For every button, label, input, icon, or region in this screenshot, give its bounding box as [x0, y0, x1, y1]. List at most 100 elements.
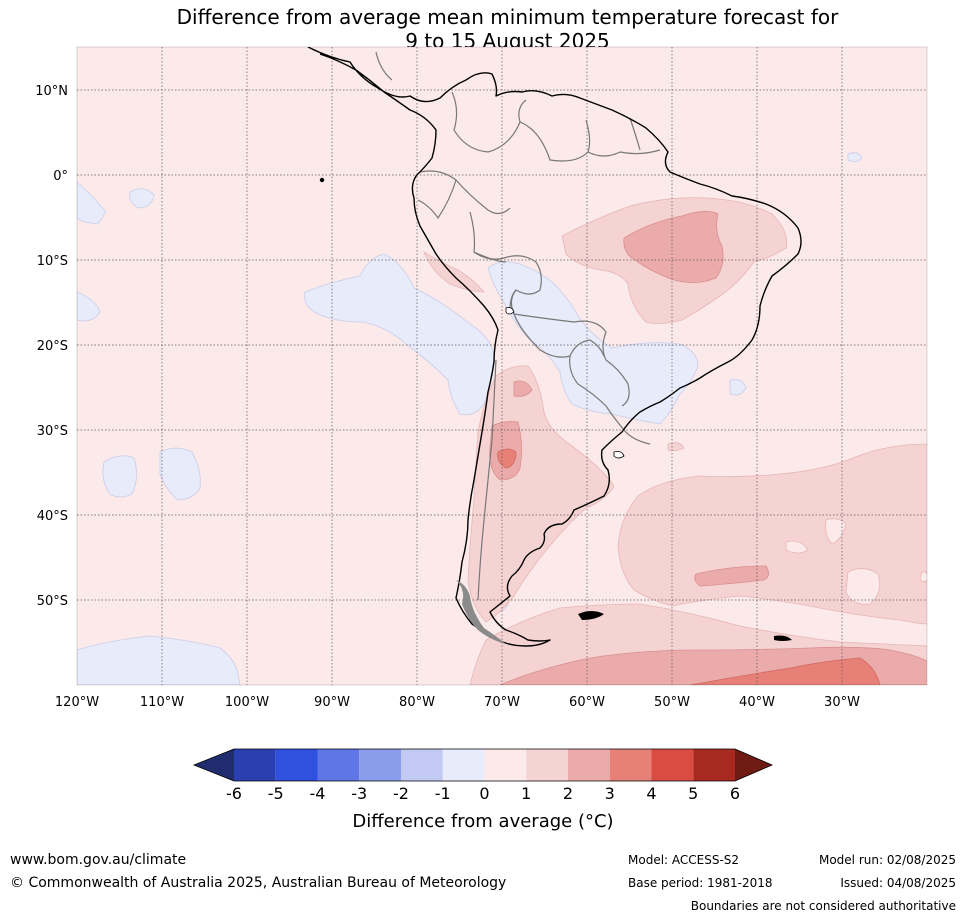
colorbar-segment — [651, 749, 694, 781]
anomaly-area — [129, 188, 155, 209]
anomaly-area — [513, 380, 533, 397]
anomaly-area — [919, 571, 927, 582]
border-line — [569, 355, 651, 445]
colorbar-segment — [275, 749, 318, 781]
border-line — [451, 91, 489, 153]
border-line — [419, 170, 511, 215]
lat-label: 10°N — [35, 84, 68, 99]
anomaly-area — [423, 251, 485, 293]
colorbar-tick: 6 — [730, 784, 740, 803]
map-frame — [76, 46, 928, 686]
anomaly-area — [304, 253, 495, 416]
colorbar-segment — [609, 749, 652, 781]
colorbar-tick: 2 — [563, 784, 573, 803]
border-line — [629, 117, 641, 151]
falkland-islands — [578, 611, 604, 620]
colorbar-segment — [442, 749, 485, 781]
anomaly-area — [77, 291, 101, 322]
anomaly-area — [845, 568, 881, 605]
title-line-1: Difference from average mean minimum tem… — [176, 5, 839, 29]
anomaly-area — [689, 657, 881, 685]
colorbar-extend-low — [194, 749, 234, 781]
colorbar-extend-high — [735, 749, 772, 781]
colorbar-tick: 1 — [521, 784, 531, 803]
colorbar-tick: -4 — [310, 784, 326, 803]
lat-label: 0° — [53, 169, 68, 184]
colorbar-segment — [234, 749, 276, 781]
colorbar-ticks: -6 -5 -4 -3 -2 -1 0 1 2 3 4 5 6 — [226, 784, 740, 803]
anomaly-area — [623, 211, 724, 283]
border-line — [513, 313, 630, 407]
neutral-anomaly-areas — [785, 518, 927, 605]
colorbar-segment — [568, 749, 610, 781]
border-line — [375, 51, 393, 81]
colorbar-segment — [401, 749, 443, 781]
lon-label: 50°W — [654, 695, 690, 710]
lakes — [505, 307, 625, 459]
anomaly-area — [77, 635, 241, 685]
colorbar-segment — [693, 749, 735, 781]
lon-label: 90°W — [314, 695, 350, 710]
boundaries-disclaimer: Boundaries are not considered authoritat… — [690, 899, 956, 913]
longitude-labels: 120°W 110°W 100°W 90°W 80°W 70°W 60°W 50… — [55, 695, 860, 710]
lat-label: 50°S — [37, 594, 68, 609]
border-line — [417, 179, 457, 220]
border-line — [477, 359, 497, 601]
map-title: Difference from average mean minimum tem… — [0, 5, 965, 53]
gridlines — [77, 47, 927, 685]
colorbar-tick: -2 — [393, 784, 409, 803]
lon-label: 30°W — [824, 695, 860, 710]
anomaly-area — [159, 447, 201, 501]
anomaly-area — [729, 379, 747, 396]
border-line — [469, 211, 571, 358]
negative-anomaly-areas — [77, 152, 863, 685]
colorbar-label: Difference from average (°C) — [352, 811, 613, 832]
lon-label: 110°W — [140, 695, 184, 710]
south-georgia — [774, 635, 792, 641]
border-line — [569, 339, 605, 357]
anomaly-area — [785, 540, 809, 554]
lon-label: 120°W — [55, 695, 99, 710]
anomaly-area — [102, 455, 137, 498]
colorbar: -6 -5 -4 -3 -2 -1 0 1 2 3 4 5 6 Differen… — [192, 748, 774, 832]
anomaly-area — [487, 261, 699, 425]
anomaly-area — [825, 518, 847, 545]
map-panel — [77, 47, 927, 685]
lat-label: 20°S — [37, 339, 68, 354]
colorbar-tick: 0 — [479, 784, 489, 803]
colorbar-tick: -5 — [268, 784, 284, 803]
lake-titicaca — [505, 307, 515, 315]
colorbar-tick: 3 — [605, 784, 615, 803]
issued-date: Issued: 04/08/2025 — [840, 876, 956, 890]
islands — [319, 177, 792, 641]
coastline-path — [307, 47, 802, 647]
lake — [613, 451, 625, 459]
galapagos-islands — [319, 177, 325, 183]
colorbar-tick: 5 — [688, 784, 698, 803]
positive-anomaly-areas-3-4 — [497, 448, 881, 685]
lon-label: 80°W — [399, 695, 435, 710]
anomaly-area — [77, 181, 107, 225]
model-name: Model: ACCESS-S2 — [628, 853, 740, 867]
colorbar-segment — [484, 749, 527, 781]
copyright-notice: © Commonwealth of Australia 2025, Austra… — [10, 875, 507, 891]
border-line — [473, 251, 507, 263]
colorbar-outline — [192, 748, 774, 782]
colorbar-tick: -3 — [351, 784, 367, 803]
coastline — [307, 47, 802, 647]
latitude-labels: 10°N 0° 10°S 20°S 30°S 40°S 50°S — [35, 84, 68, 609]
lon-label: 70°W — [484, 695, 520, 710]
colorbar-segment — [526, 749, 568, 781]
colorbar-segment — [317, 749, 360, 781]
anomaly-area — [694, 565, 769, 587]
anomaly-area — [667, 442, 685, 452]
country-borders — [375, 51, 661, 601]
colorbar-tick: 4 — [646, 784, 656, 803]
lon-label: 100°W — [225, 695, 269, 710]
colorbar-tick: -1 — [435, 784, 451, 803]
website-link[interactable]: www.bom.gov.au/climate — [10, 852, 187, 868]
archipelago — [456, 580, 506, 644]
lat-label: 40°S — [37, 509, 68, 524]
base-period: Base period: 1981-2018 — [628, 876, 773, 890]
model-run-date: Model run: 02/08/2025 — [818, 853, 956, 867]
